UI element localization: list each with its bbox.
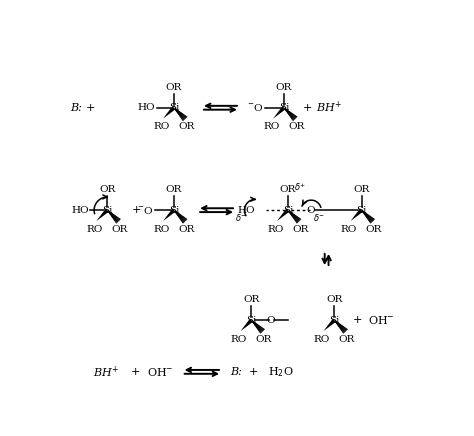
Text: Si: Si — [279, 103, 289, 112]
Text: HO: HO — [237, 206, 255, 215]
Text: O: O — [307, 206, 315, 215]
Text: Si: Si — [169, 206, 179, 215]
Text: OH$^{-}$: OH$^{-}$ — [368, 314, 394, 326]
Text: OR: OR — [166, 185, 182, 194]
Text: RO: RO — [153, 225, 170, 234]
Text: Si: Si — [283, 206, 293, 215]
Text: OR: OR — [288, 123, 305, 132]
Polygon shape — [277, 209, 290, 221]
Text: +: + — [353, 315, 362, 325]
Text: H$_{2}$O: H$_{2}$O — [268, 365, 294, 379]
Text: +: + — [302, 103, 312, 113]
Text: OR: OR — [178, 225, 195, 234]
Polygon shape — [323, 319, 336, 331]
Text: Si: Si — [102, 206, 112, 215]
Text: RO: RO — [314, 335, 330, 344]
Text: B:: B: — [230, 367, 242, 377]
Polygon shape — [163, 106, 175, 119]
Text: OR: OR — [292, 225, 309, 234]
Text: RO: RO — [341, 225, 357, 234]
Text: OR: OR — [339, 335, 355, 344]
Polygon shape — [240, 319, 253, 331]
Text: RO: RO — [231, 335, 247, 344]
Text: OR: OR — [111, 225, 128, 234]
Text: $\delta^{-}$: $\delta^{-}$ — [235, 212, 247, 223]
Polygon shape — [273, 106, 285, 119]
Text: Si: Si — [246, 316, 256, 325]
Text: RO: RO — [153, 123, 170, 132]
Text: $^{-}$O: $^{-}$O — [137, 204, 154, 216]
Text: BH$^{+}$: BH$^{+}$ — [316, 100, 342, 116]
Text: Si: Si — [329, 316, 339, 325]
Text: +: + — [132, 205, 141, 215]
Polygon shape — [163, 209, 175, 221]
Text: RO: RO — [263, 123, 280, 132]
Text: OR: OR — [276, 82, 292, 92]
Text: HO: HO — [138, 103, 155, 112]
Text: O: O — [266, 316, 275, 325]
Text: +: + — [86, 103, 95, 113]
Text: OR: OR — [99, 185, 116, 194]
Text: B:: B: — [70, 103, 82, 113]
Text: OR: OR — [243, 295, 260, 304]
Text: OR: OR — [178, 123, 195, 132]
Text: OR: OR — [166, 82, 182, 92]
Text: Si: Si — [356, 206, 367, 215]
Polygon shape — [96, 209, 109, 221]
Text: OH$^{-}$: OH$^{-}$ — [147, 366, 173, 378]
Text: $\delta^{-}$: $\delta^{-}$ — [313, 212, 325, 223]
Text: RO: RO — [87, 225, 103, 234]
Text: +: + — [248, 367, 258, 377]
Text: HO: HO — [71, 206, 89, 215]
Text: $\delta^{+}$: $\delta^{+}$ — [294, 181, 306, 193]
Text: Si: Si — [169, 103, 179, 112]
Text: OR: OR — [326, 295, 343, 304]
Text: OR: OR — [366, 225, 382, 234]
Text: RO: RO — [267, 225, 283, 234]
Polygon shape — [351, 209, 363, 221]
Text: OR: OR — [280, 185, 296, 194]
Text: BH$^{+}$: BH$^{+}$ — [93, 364, 118, 379]
Text: +: + — [130, 367, 140, 377]
Text: OR: OR — [256, 335, 272, 344]
Text: OR: OR — [353, 185, 370, 194]
Text: $^{-}$O: $^{-}$O — [246, 102, 263, 113]
